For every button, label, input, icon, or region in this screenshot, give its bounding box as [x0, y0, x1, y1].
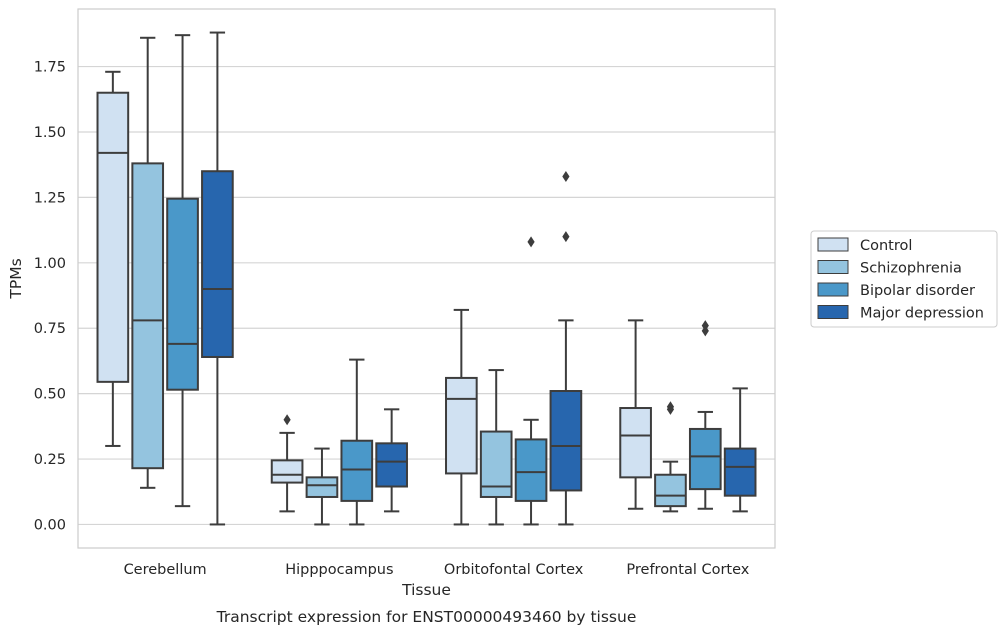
x-axis-title: Tissue	[401, 581, 451, 599]
y-tick-label: 1.25	[34, 190, 66, 206]
y-tick-label: 0.75	[34, 321, 66, 337]
box-iqr	[340, 439, 374, 502]
box-bipolar-disorder	[340, 358, 374, 526]
legend-swatch	[817, 282, 849, 297]
box-bipolar-disorder	[514, 236, 548, 526]
outlier-point	[283, 414, 291, 426]
plot-frame	[77, 8, 776, 549]
y-tick-label: 1.75	[34, 60, 66, 76]
box-schizophrenia	[654, 401, 687, 513]
x-tick-label: Cerebellum	[124, 562, 207, 578]
box-control	[270, 414, 304, 513]
y-tick-label: 1.00	[34, 256, 66, 272]
legend-swatch	[817, 237, 849, 252]
legend-swatch	[817, 305, 849, 319]
box-schizophrenia	[305, 447, 339, 526]
outlier-point	[666, 401, 675, 413]
box-iqr	[688, 427, 722, 491]
legend: Control Schizophrenia Bipolar disorder Majo…	[810, 230, 998, 328]
box-iqr	[514, 438, 548, 502]
box-control	[445, 308, 478, 526]
box-iqr	[375, 442, 408, 488]
legend-label: Major depression	[860, 306, 984, 322]
x-tick-label: Hipppocampus	[285, 562, 393, 578]
legend-frame	[810, 230, 998, 328]
y-tick-label: 0.00	[34, 517, 66, 533]
legend-label: Bipolar disorder	[860, 283, 975, 299]
box-iqr	[305, 476, 339, 498]
y-tick-label: 0.25	[34, 452, 66, 468]
box-iqr	[445, 376, 478, 475]
box-bipolar-disorder	[688, 320, 722, 510]
y-tick-label: 0.50	[34, 387, 66, 403]
outlier-point	[562, 170, 570, 182]
outlier-point	[562, 231, 570, 243]
box-major-depression	[201, 31, 234, 526]
box-iqr	[201, 170, 234, 358]
box-bipolar-disorder	[166, 34, 199, 508]
box-control	[619, 319, 652, 510]
box-major-depression	[375, 408, 408, 513]
box-schizophrenia	[131, 36, 165, 489]
box-iqr	[619, 407, 652, 479]
box-series-group	[96, 31, 757, 526]
y-axis-title: TPMs	[7, 258, 25, 299]
x-tick-label: Orbitofontal Cortex	[444, 562, 584, 578]
y-tick-labels: 0.00 0.25 0.50 0.75 1.00 1.25 1.50 1.75	[34, 60, 66, 534]
box-iqr	[270, 459, 304, 484]
box-major-depression	[723, 387, 757, 513]
box-iqr	[131, 162, 165, 470]
outlier-point	[701, 320, 709, 332]
box-iqr	[549, 390, 583, 492]
box-iqr	[96, 91, 130, 383]
y-tick-label: 1.50	[34, 125, 66, 141]
box-major-depression	[549, 170, 583, 526]
box-iqr	[723, 447, 757, 497]
box-schizophrenia	[479, 369, 513, 526]
outlier-point	[527, 236, 535, 248]
legend-label: Schizophrenia	[860, 261, 962, 277]
box-iqr	[654, 473, 687, 508]
legend-label: Control	[860, 238, 912, 254]
legend-swatch	[817, 260, 849, 274]
x-tick-labels: Cerebellum Hipppocampus Orbitofontal Corte…	[124, 562, 750, 578]
box-iqr	[166, 197, 199, 391]
chart-caption: Transcript expression for ENST0000049346…	[216, 608, 637, 626]
x-tick-label: Prefrontal Cortex	[626, 562, 749, 578]
box-control	[96, 70, 130, 447]
